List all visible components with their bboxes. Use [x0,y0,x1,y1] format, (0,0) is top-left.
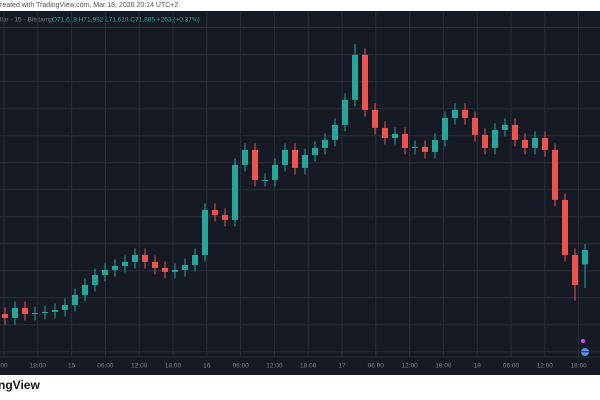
x-tick-label: 06:00 [368,363,385,370]
candle-body [142,254,148,262]
candle-body [432,139,438,152]
icon [581,339,585,343]
candle-body [412,146,418,148]
candle-body [502,124,508,130]
candle-body [292,149,298,168]
candle-body [302,154,308,168]
candle-body [72,294,78,305]
candle-body [262,179,268,181]
candle-body [492,129,498,148]
x-tick-label: 18:00 [570,363,587,370]
x-tick-label: 18:00 [300,363,317,370]
candle-body [582,249,588,265]
candle-body [532,137,538,148]
candle-body [182,264,188,270]
x-tick-label: 06:00 [232,363,249,370]
candle-body [92,274,98,285]
candle-body [352,54,358,100]
x-tick-label: 18:00 [165,363,182,370]
candle-body [12,307,18,318]
x-tick-label: 17 [338,363,346,370]
candle-body [312,147,318,155]
candle-body [452,109,458,118]
candle-body [392,133,398,138]
grid [0,12,600,357]
x-tick-label: 12:00 [131,363,148,370]
candle-body [152,261,158,268]
header: reated with TradingView.com, Mar 18, 202… [0,2,178,9]
candle-body [512,124,518,140]
candle-body [332,124,338,140]
candle-body [462,109,468,118]
candle-body [202,209,208,255]
candle-body [382,127,388,138]
candle-body [132,254,138,262]
x-tick-label: 06:00 [97,363,114,370]
candle-body [222,214,228,220]
candle-body [2,313,8,318]
candle-body [362,54,368,110]
candle-body [442,117,448,140]
candle-body [422,146,428,152]
x-tick-label: 18:00 [435,363,452,370]
candle-body [82,284,88,295]
candle-body [282,149,288,165]
candle-body [322,139,328,148]
x-tick-label: 00 [0,363,8,370]
x-tick-label: 15 [68,363,76,370]
candle-body [192,254,198,265]
candle-body [112,265,118,270]
candle-body [32,312,38,314]
x-tick-label: 12:00 [266,363,283,370]
candle-body [22,307,28,314]
candle-body [272,164,278,180]
candle-body [472,117,478,135]
candle-body [62,304,68,310]
candle-body [342,99,348,125]
brand: ngView [0,378,40,392]
candle-body [162,267,168,272]
candle-body [572,254,578,285]
candles [2,43,588,325]
candle-body [482,134,488,148]
x-tick-label: 18 [474,363,482,370]
candle-body [542,137,548,150]
chart-area [0,11,600,375]
candle-body [232,164,238,220]
candle-body [252,149,258,180]
x-tick-label: 06:00 [503,363,520,370]
candle-body [522,139,528,148]
candle-body [552,149,558,200]
symbol: llar · 15 · Bitstamp [0,17,53,24]
x-tick-label: 16 [203,363,211,370]
candle-body [102,269,108,275]
candle-body [42,311,48,313]
x-tick-label: 12:00 [401,363,418,370]
candle-body [562,199,568,255]
candle-body [242,149,248,165]
candle-body [122,261,128,266]
ohlc-text: O71,618 H71,992 L71,618 C71,885 +263 (+0… [52,17,200,24]
candle-body [212,209,218,215]
candle-body [402,133,408,148]
x-tick-label: 18:00 [30,363,47,370]
candle-body [172,269,178,272]
x-tick-label: 12:00 [537,363,554,370]
candle-body [52,309,58,312]
candle-body [372,109,378,128]
